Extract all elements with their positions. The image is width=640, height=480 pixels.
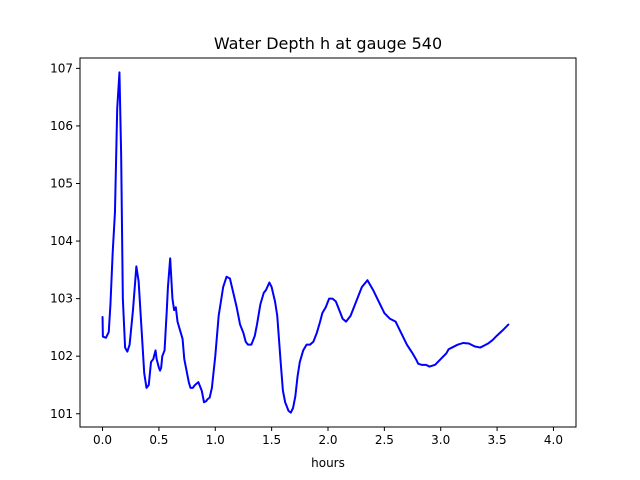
y-tick-label: 105 [50, 176, 73, 190]
x-tick-label: 3.5 [488, 433, 507, 447]
y-tick-label: 107 [50, 61, 73, 75]
x-tick-label: 2.5 [375, 433, 394, 447]
plot-area [101, 71, 510, 414]
chart-title: Water Depth h at gauge 540 [214, 34, 442, 53]
x-tick-label: 0.5 [149, 433, 168, 447]
x-tick-label: 1.0 [206, 433, 225, 447]
y-tick-label: 102 [50, 349, 73, 363]
y-tick-label: 106 [50, 119, 73, 133]
x-tick-label: 4.0 [544, 433, 563, 447]
y-tick-label: 103 [50, 292, 73, 306]
x-axis: 0.0 0.5 1.0 1.5 2.0 2.5 3.0 3.5 4.0 [93, 427, 563, 447]
x-tick-label: 1.5 [262, 433, 281, 447]
y-tick-label: 101 [50, 407, 73, 421]
y-axis: 101 102 103 104 105 106 107 [50, 61, 80, 421]
y-tick-label: 104 [50, 234, 73, 248]
x-tick-label: 0.0 [93, 433, 112, 447]
x-axis-label: hours [311, 456, 345, 470]
series-line [101, 71, 510, 414]
x-tick-label: 2.0 [318, 433, 337, 447]
x-tick-label: 3.0 [431, 433, 450, 447]
